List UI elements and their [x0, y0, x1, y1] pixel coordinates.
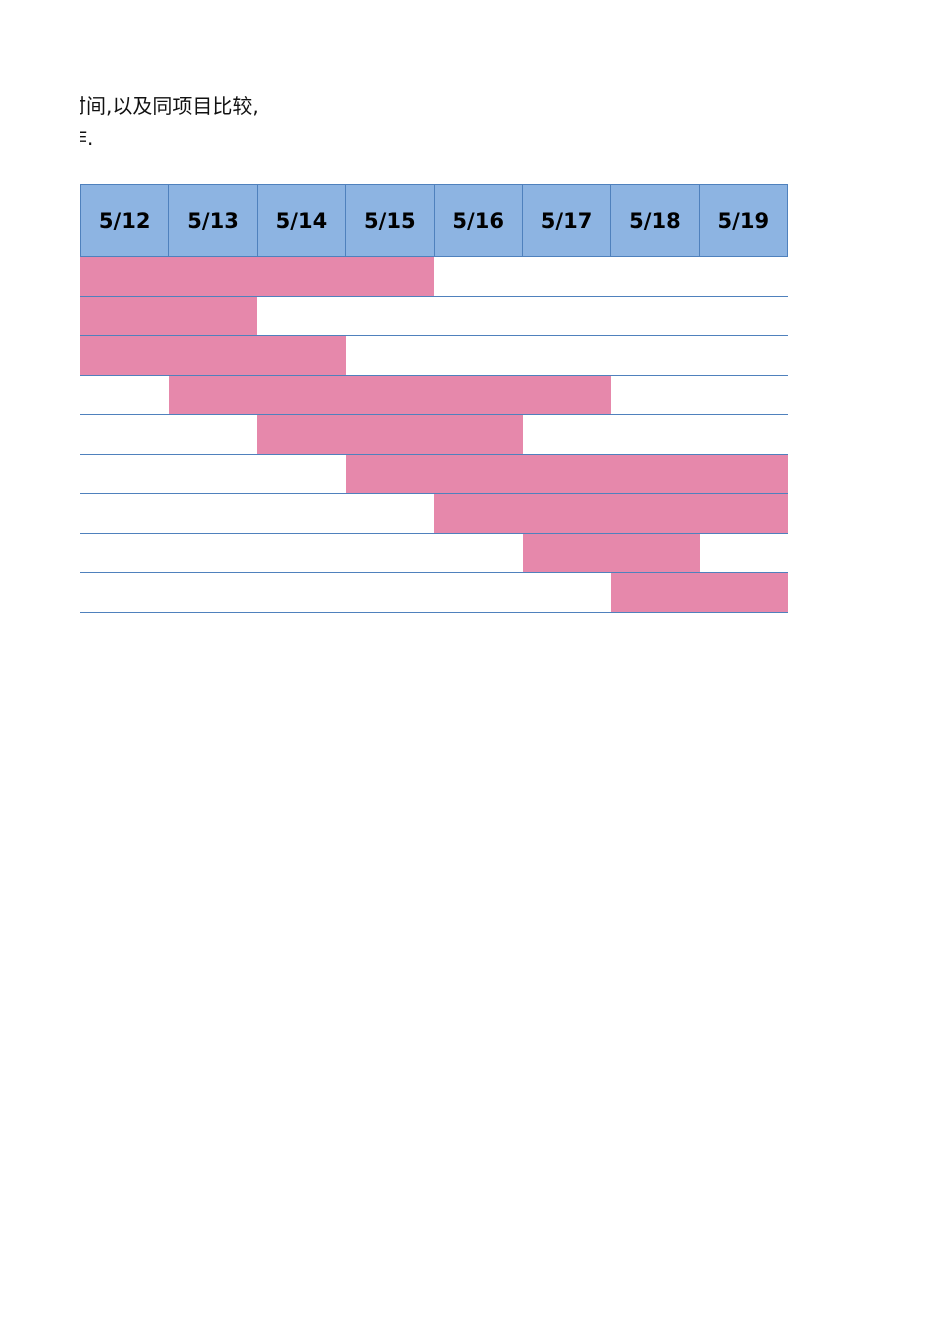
- gantt-row: [80, 454, 788, 494]
- date-header-cell: 5/12: [81, 185, 170, 256]
- gantt-row: [80, 296, 788, 336]
- gantt-bar: [345, 454, 788, 493]
- gantt-bar: [611, 573, 788, 612]
- gantt-row: [80, 336, 788, 376]
- gantt-bar: [168, 375, 611, 414]
- date-header-cell: 5/14: [258, 185, 347, 256]
- date-header-cell: 5/13: [169, 185, 258, 256]
- description-line-1: 时间,以及同项目比较,: [80, 90, 380, 120]
- date-header-cell: 5/19: [717, 208, 770, 233]
- gantt-row: [80, 573, 788, 613]
- date-header-row: 5/12 5/13 5/14 5/15 5/16 5/17 5/18 5/19: [80, 184, 788, 257]
- gantt-rows: [80, 257, 788, 613]
- gantt-row: [80, 415, 788, 455]
- description-text-2: 作.: [80, 126, 94, 150]
- description-line-2: 作.: [80, 122, 140, 152]
- gantt-bar: [80, 296, 257, 335]
- description-text-1: 时间,以及同项目比较,: [80, 94, 259, 118]
- date-header-cell: 5/16: [435, 185, 523, 256]
- gantt-row: [80, 533, 788, 573]
- gantt-row: [80, 494, 788, 534]
- gantt-chart: 5/12 5/13 5/14 5/15 5/16 5/17 5/18 5/19: [80, 184, 788, 613]
- gantt-row: [80, 257, 788, 297]
- date-header-cell: 5/15: [346, 185, 435, 256]
- date-header-cell: 5/18: [611, 185, 700, 256]
- gantt-row: [80, 375, 788, 415]
- gantt-bar: [522, 533, 700, 572]
- gantt-bar: [434, 494, 788, 533]
- gantt-bar: [80, 257, 434, 296]
- gantt-bar: [80, 336, 346, 375]
- date-header-cell: 5/17: [523, 185, 612, 256]
- gantt-bar: [257, 415, 523, 454]
